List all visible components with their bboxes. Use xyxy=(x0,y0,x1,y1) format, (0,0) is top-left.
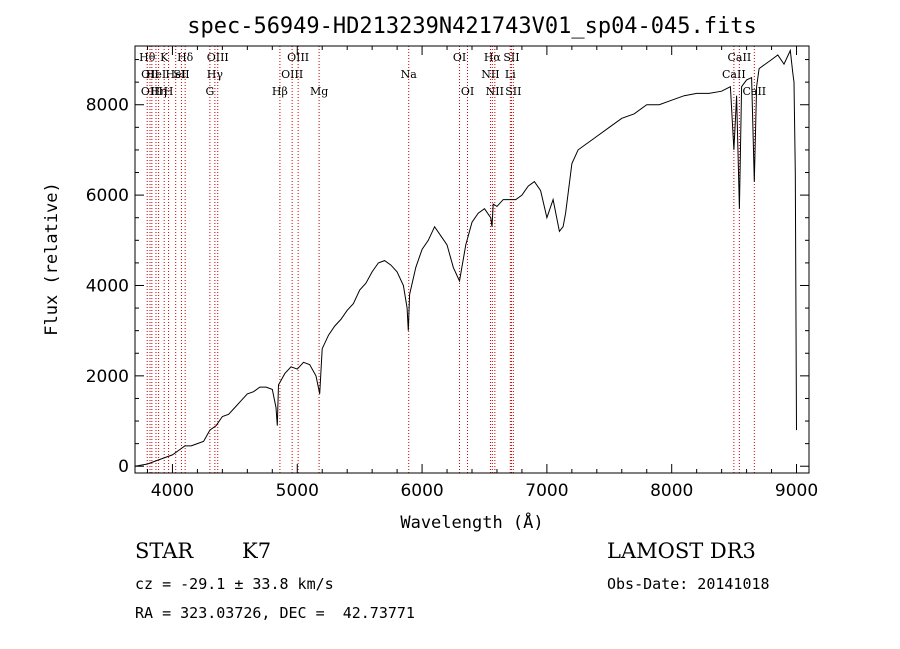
emission-line-markers xyxy=(146,46,755,473)
spectrum-line xyxy=(134,48,797,467)
line-marker-label: Mg xyxy=(310,85,328,98)
plot-frame xyxy=(134,45,810,474)
object-class: STAR xyxy=(135,539,194,563)
line-marker-label: HeI xyxy=(146,68,166,81)
object-subclass: K7 xyxy=(242,539,272,563)
line-marker-label: NII xyxy=(486,85,504,98)
coordinates-text: RA = 323.03726, DEC = 42.73771 xyxy=(135,604,415,622)
line-marker-label: SII xyxy=(503,51,519,64)
survey-name: LAMOST DR3 xyxy=(607,539,756,563)
x-tick-label: 8000 xyxy=(650,481,693,501)
x-tick-label: 7000 xyxy=(525,481,568,501)
line-marker-label: NII xyxy=(481,68,499,81)
line-marker-label: OIII xyxy=(287,51,309,64)
y-tick-label: 4000 xyxy=(86,276,129,296)
line-marker-label: OI xyxy=(461,85,474,98)
x-tick-label: 5000 xyxy=(276,481,319,501)
y-tick-label: 6000 xyxy=(86,186,129,206)
x-tick-label: 9000 xyxy=(775,481,818,501)
line-marker-label: Hβ xyxy=(272,85,288,98)
line-marker-label: Hη xyxy=(150,85,166,98)
line-marker-label: Li xyxy=(505,68,516,81)
axis-ticks: 4000 5000 6000 7000 8000 9000 0 2000 4000 6000 800… xyxy=(86,46,818,501)
line-marker-label: OIII xyxy=(281,68,303,81)
line-marker-label: K xyxy=(160,51,169,64)
line-marker-label: Hγ xyxy=(207,68,224,81)
line-marker-label: Hα xyxy=(484,51,502,64)
y-tick-label: 8000 xyxy=(86,96,129,116)
line-marker-label: OI xyxy=(453,51,466,64)
line-marker-label: SII xyxy=(505,85,521,98)
line-marker-label: HeI xyxy=(165,68,185,81)
line-marker-label: OII xyxy=(141,68,159,81)
redshift-text: cz = -29.1 ± 33.8 km/s xyxy=(135,575,334,593)
line-marker-label: CaII xyxy=(722,68,746,81)
line-marker-label: H xyxy=(164,85,174,98)
line-marker-label: CaII xyxy=(728,51,752,64)
emission-line-labels: HθOIIOIIIHeIHηKHHeISIIHδGHγOIIIHβOIIIOII… xyxy=(139,51,766,98)
x-axis-label: Wavelength (Å) xyxy=(400,511,543,533)
x-tick-label: 4000 xyxy=(151,481,194,501)
line-marker-label: Hθ xyxy=(139,51,156,64)
chart-title: spec-56949-HD213239N421743V01_sp04-045.f… xyxy=(187,14,757,39)
y-tick-label: 0 xyxy=(118,457,129,477)
line-marker-label: Hδ xyxy=(177,51,194,64)
x-tick-label: 6000 xyxy=(400,481,443,501)
line-marker-label: SII xyxy=(173,68,189,81)
line-marker-label: Na xyxy=(401,68,418,81)
obs-date-text: Obs-Date: 20141018 xyxy=(607,575,770,593)
y-tick-label: 2000 xyxy=(86,367,129,387)
y-axis-label: Flux (relative) xyxy=(42,182,62,336)
line-marker-label: CaII xyxy=(742,85,766,98)
line-marker-label: OIII xyxy=(141,85,163,98)
line-marker-label: OIII xyxy=(207,51,229,64)
line-marker-label: G xyxy=(205,85,214,98)
